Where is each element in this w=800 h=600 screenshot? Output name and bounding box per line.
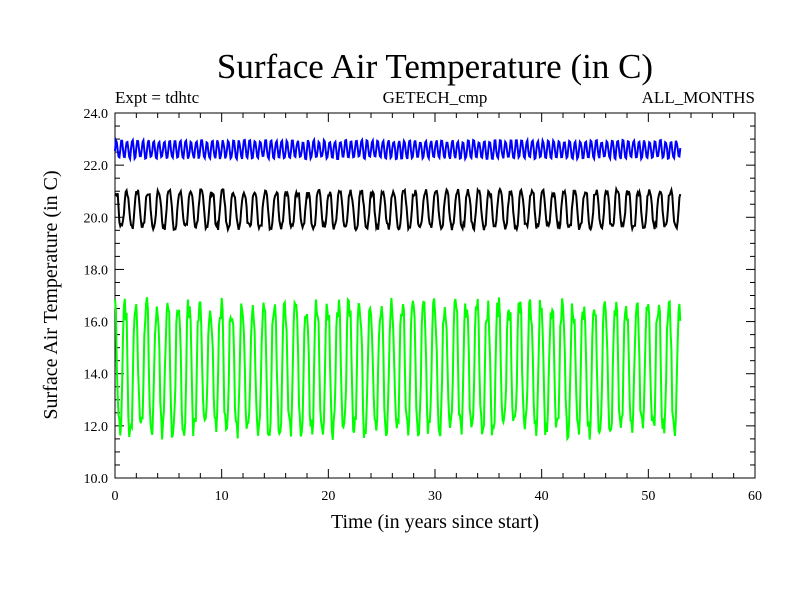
y-tick-label: 22.0: [84, 159, 109, 174]
y-tick-label: 20.0: [84, 211, 109, 226]
y-tick-label: 12.0: [84, 420, 109, 435]
x-tick-label: 10: [215, 489, 229, 504]
x-tick-label: 60: [748, 489, 762, 504]
y-axis-label: Surface Air Temperature (in C): [40, 170, 62, 419]
y-tick-label: 24.0: [84, 107, 109, 122]
x-tick-label: 0: [112, 489, 119, 504]
plot-frame: [114, 112, 756, 479]
series-blue-line: [114, 136, 682, 163]
series-lines: [114, 136, 682, 442]
center-label: GETECH_cmp: [383, 88, 488, 107]
x-tick-label: 40: [535, 489, 549, 504]
x-tick-label: 50: [641, 489, 655, 504]
chart-title: Surface Air Temperature (in C): [217, 47, 653, 86]
months-label: ALL_MONTHS: [642, 88, 755, 107]
y-tick-label: 14.0: [84, 368, 109, 383]
y-tick-label: 10.0: [84, 472, 109, 487]
series-green-line: [114, 296, 682, 442]
axis-ticks: 0 10 20 30 40 50 60 10.0 12.0 14.0 16.0 18.0 20.0 22.…: [84, 107, 763, 504]
y-tick-label: 18.0: [84, 263, 109, 278]
series-black-line: [114, 185, 682, 234]
x-tick-label: 20: [321, 489, 335, 504]
expt-label: Expt = tdhtc: [115, 88, 200, 107]
y-tick-label: 16.0: [84, 316, 109, 331]
x-axis-label: Time (in years since start): [331, 511, 539, 533]
x-tick-label: 30: [428, 489, 442, 504]
